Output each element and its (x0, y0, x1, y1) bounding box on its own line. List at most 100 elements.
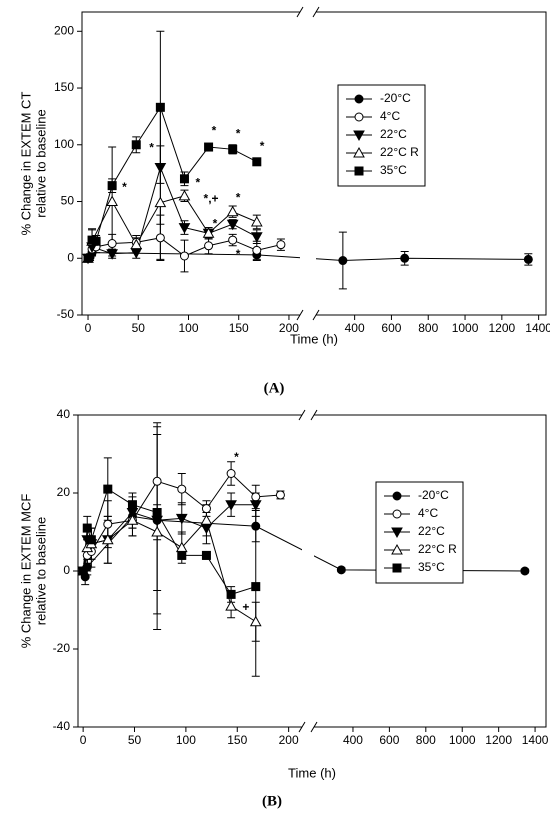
data-point (103, 484, 113, 494)
data-point (201, 504, 211, 514)
annotation: * (236, 247, 241, 261)
legend-marker (354, 94, 364, 104)
data-point (276, 240, 286, 250)
x-tick-label: 1200 (488, 321, 515, 335)
y-tick-label: 150 (54, 80, 74, 94)
data-point (226, 469, 236, 478)
data-point (82, 523, 92, 533)
data-point (131, 140, 141, 150)
annotation: * (196, 176, 201, 190)
legend-marker (391, 527, 403, 539)
x-tick-label: 600 (381, 321, 401, 335)
data-point (130, 238, 143, 250)
legend-label: 22°C (418, 524, 445, 538)
x-tick-label: 1400 (522, 733, 549, 747)
data-point (250, 232, 263, 243)
x-tick-label: 200 (279, 321, 299, 335)
data-point (107, 181, 117, 191)
legend-label: 35°C (418, 560, 445, 574)
axis-break-mark (296, 309, 320, 321)
x-tick-label: 1000 (452, 321, 479, 335)
data-point (338, 256, 348, 266)
data-point (106, 249, 118, 260)
legend-label: 22°C R (380, 145, 419, 159)
series-line (82, 488, 256, 595)
data-point (520, 566, 530, 576)
legend: -20°C 4°C 22°C 22°C R 35°C (337, 84, 426, 187)
y-axis-label: % Change in EXTEM CT (18, 92, 33, 236)
data-point (177, 550, 187, 560)
x-tick-label: 800 (416, 733, 436, 747)
data-point (400, 253, 410, 263)
y-tick-label: 40 (57, 407, 71, 421)
data-point (175, 513, 188, 525)
data-point (179, 174, 189, 184)
legend-marker (392, 563, 402, 573)
data-point (154, 196, 167, 208)
x-tick-label: 800 (418, 321, 438, 335)
data-point (204, 142, 214, 152)
legend-marker (353, 130, 365, 142)
data-point (252, 245, 262, 255)
data-point (251, 492, 261, 502)
y-tick-label: 0 (63, 563, 70, 577)
y-axis-label: % Change in EXTEM MCF (18, 494, 33, 649)
data-point (226, 205, 239, 217)
x-tick-label: 0 (85, 321, 92, 335)
annotation: * (212, 123, 217, 137)
data-point (251, 582, 261, 592)
annotation: * (236, 127, 241, 141)
x-axis-label: Time (h) (290, 331, 338, 346)
x-tick-label: 600 (379, 733, 399, 747)
x-tick-label: 1000 (449, 733, 476, 747)
y-tick-label: 0 (67, 250, 74, 264)
data-point (103, 519, 113, 529)
legend-marker (354, 112, 364, 122)
legend-label: 22°C R (418, 542, 457, 556)
x-tick-label: 100 (178, 321, 198, 335)
data-point (78, 566, 88, 576)
legend-marker (353, 146, 365, 158)
legend-label: 22°C (380, 127, 407, 141)
data-point (126, 514, 139, 525)
x-tick-label: 400 (343, 733, 363, 747)
x-tick-label: 1400 (525, 321, 550, 335)
data-point (106, 195, 118, 207)
y-tick-label: -20 (53, 641, 71, 655)
data-point (179, 251, 189, 261)
data-point (275, 490, 285, 500)
data-point (151, 525, 163, 537)
legend-label: 4°C (418, 506, 438, 520)
data-point (250, 215, 263, 227)
y-tick-label: -50 (57, 307, 75, 321)
data-point (200, 514, 213, 525)
annotation: * (149, 140, 154, 154)
legend-marker (392, 509, 402, 519)
data-point (228, 235, 238, 245)
legend-marker (354, 166, 364, 176)
annotation: * (122, 180, 127, 194)
data-point (154, 162, 167, 174)
data-point (178, 189, 191, 201)
data-point (249, 500, 262, 511)
panel-label: (B) (262, 793, 282, 809)
y-tick-label: 200 (54, 23, 74, 37)
data-point (225, 600, 237, 611)
data-point (225, 500, 237, 511)
x-tick-label: 100 (176, 733, 196, 747)
data-point (91, 236, 101, 246)
data-point (202, 227, 215, 238)
x-tick-label: 200 (279, 733, 299, 747)
data-point (155, 233, 165, 243)
legend-label: -20°C (418, 488, 449, 502)
data-point (251, 521, 261, 531)
data-point (101, 533, 114, 545)
legend-marker (392, 491, 402, 501)
data-point (152, 476, 162, 486)
y-tick-label: -40 (53, 719, 71, 733)
x-axis-label: Time (h) (288, 765, 336, 780)
data-point (107, 239, 117, 249)
data-point (228, 144, 238, 154)
annotation: * (234, 450, 239, 464)
y-axis-label: relative to baseline (33, 109, 48, 217)
